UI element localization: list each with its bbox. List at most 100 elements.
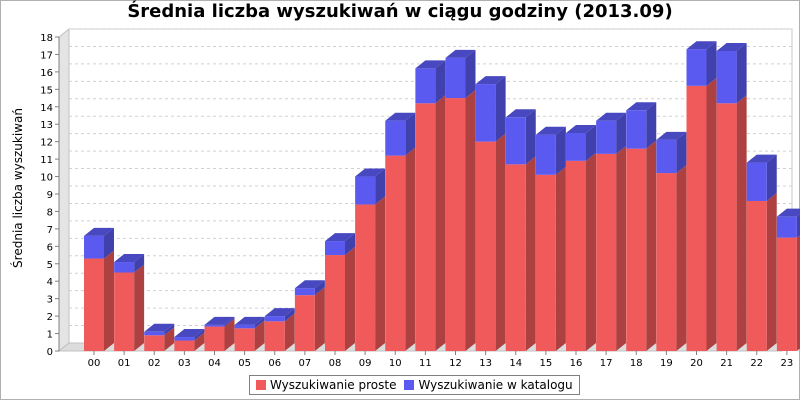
- y-tick-label: 2: [47, 312, 53, 323]
- legend: Wyszukiwanie proste Wyszukiwanie w katal…: [249, 375, 580, 395]
- bar-simple-13: [475, 141, 496, 351]
- bar-top-07: [294, 280, 325, 289]
- y-tick-label: 0: [47, 347, 53, 358]
- bar-catalog-19: [656, 139, 677, 174]
- bar-catalog-16: [566, 132, 586, 161]
- x-tick-label: 13: [479, 358, 492, 369]
- x-tick-label: 00: [88, 358, 101, 369]
- y-tick-label: 4: [47, 277, 53, 288]
- y-tick-label: 3: [47, 295, 53, 306]
- bar-simple-15: [535, 174, 556, 351]
- x-tick-label: 04: [208, 358, 221, 369]
- x-tick-label: 03: [178, 358, 191, 369]
- x-tick-label: 10: [389, 358, 402, 369]
- bar-catalog-23: [776, 216, 797, 238]
- bar-catalog-07: [294, 288, 315, 296]
- y-tick-label: 6: [47, 242, 53, 253]
- bar-simple-10: [385, 155, 406, 351]
- y-tick-label: 13: [40, 120, 53, 131]
- bar-simple-04: [204, 326, 225, 351]
- x-tick-label: 22: [750, 358, 763, 369]
- legend-swatch-catalog: [404, 380, 415, 390]
- bar-top-12: [445, 49, 476, 58]
- bar-top-21: [716, 42, 747, 51]
- bar-simple-07: [294, 295, 315, 351]
- y-tick-label: 8: [47, 207, 53, 218]
- bar-simple-00-side: [104, 250, 114, 351]
- bar-catalog-06-side: [284, 308, 295, 322]
- bar-catalog-12: [445, 57, 466, 99]
- bar-simple-05-side: [254, 320, 265, 351]
- bar-top-11: [415, 60, 446, 69]
- bar-top-15: [535, 126, 566, 135]
- x-tick-label: 20: [690, 358, 703, 369]
- bar-catalog-07-side: [314, 280, 325, 296]
- bar-simple-01: [114, 272, 135, 351]
- plot-left-wall: [58, 27, 70, 353]
- x-tick-label: 09: [359, 358, 372, 369]
- y-tick-label: 11: [40, 155, 53, 166]
- x-tick-label: 19: [660, 358, 673, 369]
- bar-catalog-08: [325, 241, 345, 256]
- bar-top-00: [84, 227, 114, 236]
- legend-item-simple: Wyszukiwanie proste: [256, 378, 396, 392]
- bar-catalog-21: [716, 50, 737, 104]
- bar-top-09: [355, 168, 386, 177]
- x-tick-label: 11: [419, 358, 432, 369]
- bar-simple-02-side: [164, 327, 175, 351]
- bar-simple-09: [355, 204, 376, 351]
- bar-catalog-10: [385, 120, 406, 156]
- x-tick-label: 02: [148, 358, 161, 369]
- legend-item-catalog: Wyszukiwanie w katalogu: [404, 378, 573, 392]
- legend-label-catalog: Wyszukiwanie w katalogu: [418, 378, 573, 392]
- bar-simple-02: [144, 335, 165, 351]
- bar-catalog-22: [746, 162, 767, 201]
- bar-simple-15-side: [555, 166, 566, 351]
- x-tick-label: 18: [630, 358, 643, 369]
- bar-simple-01-side: [134, 264, 145, 351]
- bar-simple-09-side: [375, 196, 386, 351]
- bar-simple-03: [174, 340, 195, 351]
- bar-simple-22: [746, 200, 767, 351]
- bar-simple-12-side: [465, 90, 476, 352]
- y-tick-label: 12: [40, 138, 53, 149]
- bar-catalog-21-side: [736, 42, 747, 104]
- bar-simple-05: [234, 328, 255, 351]
- y-tick-label: 10: [40, 173, 53, 184]
- bar-simple-06: [264, 321, 285, 351]
- bar-simple-03-side: [194, 332, 205, 351]
- bar-catalog-23-side: [796, 214, 800, 238]
- bar-top-14: [505, 109, 536, 118]
- bar-simple-14-side: [525, 156, 536, 351]
- bar-catalog-12-side: [465, 49, 476, 99]
- bar-simple-07-side: [314, 287, 325, 351]
- bar-top-23: [776, 208, 800, 217]
- bar-catalog-04: [204, 324, 225, 327]
- bar-top-19: [656, 131, 687, 140]
- x-tick-label: 07: [299, 358, 312, 369]
- bar-simple-23-side: [796, 235, 800, 351]
- bar-catalog-02: [144, 331, 165, 336]
- bar-top-01: [114, 254, 145, 263]
- y-tick-label: 5: [47, 260, 53, 271]
- bar-simple-06-side: [284, 313, 295, 351]
- bar-catalog-10-side: [405, 112, 416, 156]
- bar-catalog-09: [355, 176, 376, 205]
- bar-catalog-01-side: [134, 254, 145, 273]
- bar-top-08: [325, 233, 355, 242]
- bar-simple-19: [656, 173, 677, 351]
- bar-simple-16: [566, 160, 586, 351]
- bar-catalog-13: [475, 84, 496, 142]
- bar-simple-18: [626, 148, 647, 351]
- bar-catalog-05: [234, 324, 255, 329]
- bar-simple-21-side: [736, 95, 747, 352]
- x-tick-label: 17: [600, 358, 613, 369]
- bar-catalog-18: [626, 110, 647, 149]
- bar-simple-16-side: [586, 152, 596, 351]
- bar-top-20: [686, 41, 717, 50]
- y-tick-label: 16: [40, 68, 53, 79]
- bar-simple-20: [686, 85, 707, 351]
- bar-simple-11: [415, 103, 436, 352]
- bar-top-18: [626, 102, 657, 111]
